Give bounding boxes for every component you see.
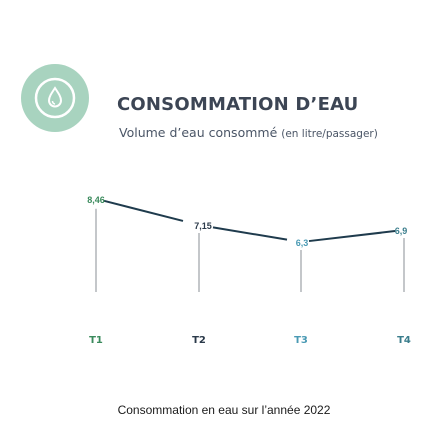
category-label: T4 [397,335,411,346]
line-chart: 8,46 7,15 6,3 6,9 T1 T2 T3 T4 [87,195,411,346]
logo [18,61,92,135]
data-label: 8,46 [87,195,105,205]
subtitle: Volume d’eau consommé (en litre/passager… [119,125,378,140]
category-label: T3 [294,335,308,346]
category-label: T2 [192,335,206,346]
data-label: 6,9 [395,226,408,236]
data-label: 7,15 [194,221,212,231]
data-label: 6,3 [296,238,309,248]
page-title: CONSOMMATION D’EAU [117,94,359,115]
water-drop-icon [21,64,89,132]
series-line-segment [212,226,288,241]
category-label: T1 [89,335,103,346]
series-line-segment [103,199,184,222]
subtitle-unit: (en litre/passager) [281,128,378,140]
subtitle-main: Volume d’eau consommé [119,125,278,140]
series-line-segment [308,230,396,243]
chart-caption: Consommation en eau sur l’année 2022 [117,403,331,417]
